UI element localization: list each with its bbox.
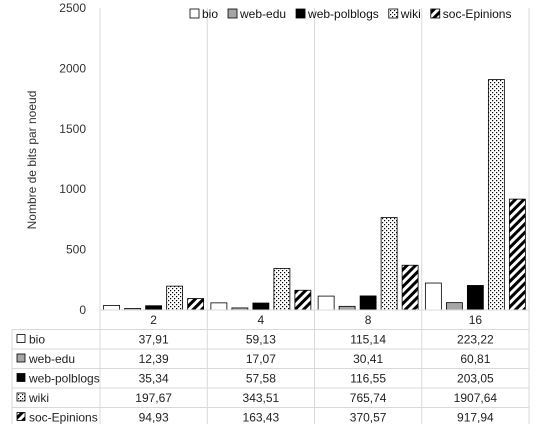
bar-web-polblogs-2 <box>145 305 163 311</box>
y-tick-label: 2000 <box>59 61 86 75</box>
legend-label-web-edu: web-edu <box>239 7 286 21</box>
legend-swatch-wiki <box>388 8 399 19</box>
legend-label-soc-Epinions: soc-Epinions <box>443 7 512 21</box>
y-tick-label: 2500 <box>59 1 86 15</box>
table-swatch-bio <box>16 334 26 343</box>
table-series-label-web-edu: web-edu <box>28 352 75 366</box>
bar-soc-Epinions-2 <box>187 298 205 311</box>
table-series-label-web-polblogs: web-polblogs <box>28 372 100 386</box>
legend-swatch-bio <box>189 8 200 19</box>
y-axis-label: Nombre de bits par noeud <box>25 91 39 230</box>
x-tick-label: 2 <box>150 313 157 327</box>
bar-bio-4 <box>210 302 228 311</box>
data-label-bio-8: 115,14 <box>350 333 386 347</box>
bar-web-polblogs-16 <box>466 285 484 311</box>
bar-web-polblogs-4 <box>252 302 270 311</box>
table-swatch-web-polblogs <box>16 373 26 382</box>
data-label-soc-Epinions-16: 917,94 <box>457 411 494 424</box>
legend-swatch-soc-Epinions <box>430 8 441 19</box>
data-label-web-edu-2: 12,39 <box>139 352 169 366</box>
table-series-label-soc-Epinions: soc-Epinions <box>29 411 98 424</box>
data-label-soc-Epinions-8: 370,57 <box>350 411 387 424</box>
data-table: 2 4 8 16 bio 37,91 59,13 115,14 223,22 web-edu 12,… <box>11 309 529 424</box>
data-label-web-polblogs-2: 35,34 <box>139 372 169 386</box>
bar-bio-16 <box>424 282 442 311</box>
y-tick-label: 1500 <box>59 122 86 136</box>
x-tick-label: 16 <box>469 313 483 327</box>
legend-label-wiki: wiki <box>400 7 421 21</box>
data-label-web-edu-16: 60,81 <box>460 352 490 366</box>
legend-swatch-web-polblogs <box>295 8 306 19</box>
y-tick-label: 500 <box>66 243 86 257</box>
bar-wiki-4 <box>273 268 291 311</box>
x-tick-label: 4 <box>258 313 265 327</box>
y-tick-label: 1000 <box>59 182 86 196</box>
y-tick-label: 0 <box>79 303 86 317</box>
bar-bio-8 <box>317 295 335 311</box>
bar-wiki-2 <box>166 285 184 311</box>
bar-soc-Epinions-8 <box>401 264 419 311</box>
data-label-wiki-2: 197,67 <box>135 391 172 405</box>
legend: bio web-edu web-polblogs wiki soc-Epinions <box>189 7 512 21</box>
bar-wiki-16 <box>487 79 505 311</box>
data-label-web-polblogs-16: 203,05 <box>457 372 494 386</box>
bar-wiki-8 <box>380 217 398 311</box>
table-series-label-wiki: wiki <box>28 391 49 405</box>
bar-soc-Epinions-4 <box>294 289 312 311</box>
data-label-bio-2: 37,91 <box>139 333 169 347</box>
table-series-label-bio: bio <box>29 333 45 347</box>
data-label-soc-Epinions-4: 163,43 <box>243 411 280 424</box>
data-label-bio-16: 223,22 <box>457 333 494 347</box>
bar-web-edu-8 <box>338 305 356 311</box>
table-swatch-soc-Epinions <box>16 412 26 421</box>
data-label-web-edu-4: 17,07 <box>246 352 276 366</box>
bars <box>103 79 526 311</box>
table-swatch-wiki <box>16 392 26 402</box>
x-tick-label: 8 <box>365 313 372 327</box>
bar-web-polblogs-8 <box>359 295 377 311</box>
y-axis-ticks: 0 500 1000 1500 2000 2500 <box>59 1 86 317</box>
bar-soc-Epinions-16 <box>508 198 526 311</box>
data-label-bio-4: 59,13 <box>246 333 276 347</box>
data-label-soc-Epinions-2: 94,93 <box>139 411 169 424</box>
legend-swatch-web-edu <box>227 8 238 19</box>
table-swatch-web-edu <box>16 353 26 363</box>
data-label-wiki-16: 1907,64 <box>454 391 498 405</box>
bar-bio-2 <box>103 305 121 311</box>
legend-label-web-polblogs: web-polblogs <box>307 7 379 21</box>
legend-label-bio: bio <box>202 7 218 21</box>
data-label-wiki-8: 765,74 <box>350 391 387 405</box>
data-label-web-polblogs-4: 57,58 <box>246 372 276 386</box>
data-label-wiki-4: 343,51 <box>243 391 280 405</box>
bar-web-edu-16 <box>445 302 463 311</box>
data-label-web-polblogs-8: 116,55 <box>350 372 386 386</box>
data-label-web-edu-8: 30,41 <box>353 352 383 366</box>
